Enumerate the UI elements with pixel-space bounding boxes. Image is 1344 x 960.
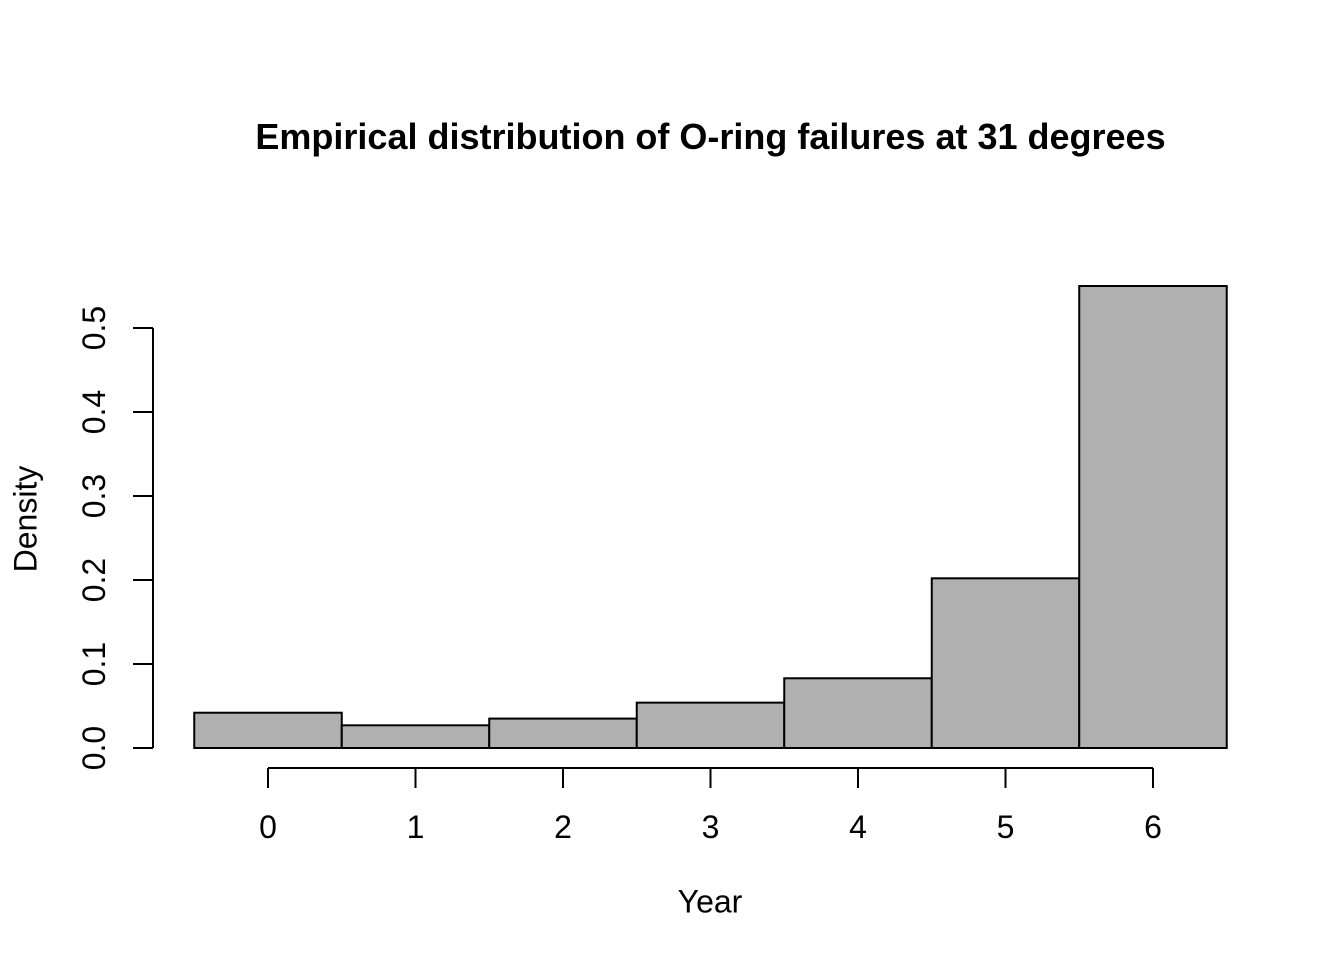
x-tick-label-1: 1 bbox=[407, 809, 425, 845]
x-tick-label-4: 4 bbox=[849, 809, 867, 845]
histogram-bar-2 bbox=[488, 717, 638, 749]
x-tick-label-2: 2 bbox=[554, 809, 572, 845]
histogram-bar-5 bbox=[930, 577, 1081, 749]
x-tick-label-0: 0 bbox=[259, 809, 277, 845]
y-tick-label-0.2: 0.2 bbox=[76, 558, 112, 602]
x-tick-label-5: 5 bbox=[997, 809, 1015, 845]
y-tick-label-0.4: 0.4 bbox=[76, 390, 112, 434]
histogram-bar-4 bbox=[783, 677, 933, 750]
histogram-bar-1 bbox=[340, 724, 491, 750]
y-tick-label-0.3: 0.3 bbox=[76, 474, 112, 518]
x-axis-label: Year bbox=[677, 883, 743, 920]
histogram-bar-3 bbox=[635, 701, 786, 750]
histogram-bar-6 bbox=[1078, 285, 1228, 749]
y-tick-label-0.1: 0.1 bbox=[76, 642, 112, 686]
histogram-bar-0 bbox=[193, 711, 343, 749]
y-tick-label-0.5: 0.5 bbox=[76, 306, 112, 350]
chart-title: Empirical distribution of O-ring failure… bbox=[255, 116, 1166, 157]
y-tick-label-0.0: 0.0 bbox=[76, 726, 112, 770]
x-tick-label-3: 3 bbox=[702, 809, 720, 845]
x-tick-label-6: 6 bbox=[1144, 809, 1162, 845]
